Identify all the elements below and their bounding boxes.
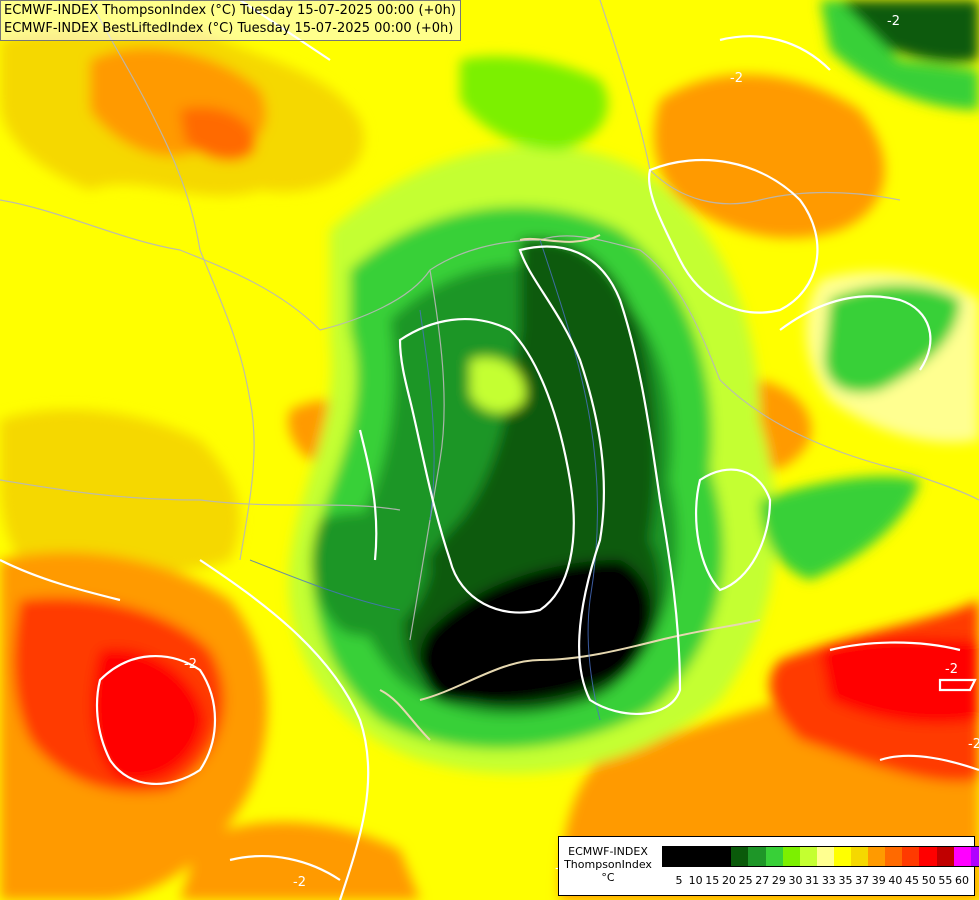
field-lightgreen-pocket	[470, 357, 526, 413]
contour-label: -2	[293, 875, 306, 890]
legend-tick-label: 29	[771, 874, 786, 887]
legend-title-block: ECMWF-INDEX ThompsonIndex °C	[559, 845, 657, 884]
legend-swatch	[953, 847, 971, 866]
legend-swatch	[714, 847, 732, 866]
legend-tick-label: 40	[888, 874, 903, 887]
field-green-northeast-edge	[820, 0, 979, 110]
legend-swatch	[765, 847, 783, 866]
legend-tick-label: 25	[738, 874, 753, 887]
beige-borders	[379, 234, 761, 741]
legend-tick-label: 37	[855, 874, 870, 887]
field-deepred-southeast	[820, 637, 979, 724]
rivers	[249, 239, 601, 721]
legend-tick-label: 33	[821, 874, 836, 887]
legend-tick-label: 15	[705, 874, 720, 887]
legend-swatch	[697, 847, 715, 866]
legend-tick-label: 35	[838, 874, 853, 887]
legend-swatch	[919, 847, 937, 866]
legend-tick-label: 27	[755, 874, 770, 887]
field-orange-west	[0, 409, 240, 580]
legend-swatch	[782, 847, 800, 866]
field-green-northeast	[824, 285, 960, 393]
contour-label: -2	[968, 737, 979, 752]
field-darkgreen-northeast	[840, 0, 979, 63]
field-red-northwest	[180, 107, 256, 161]
legend-tick-label: 10	[688, 874, 703, 887]
legend-parameter: ThompsonIndex	[564, 858, 652, 871]
field-green-east-band	[760, 476, 920, 580]
lifted-index-title: ECMWF-INDEX BestLiftedIndex (°C) Tuesday…	[4, 21, 454, 36]
legend-tick-row: 5 10 15 20 25 27 29 30 31 33 35 37 39 40 45 50 55 60	[662, 874, 972, 888]
legend-tick-label: 5	[675, 874, 683, 887]
legend-swatch	[816, 847, 834, 866]
legend-swatch	[799, 847, 817, 866]
field-black-core	[419, 560, 652, 704]
contour-label: -2	[945, 662, 958, 677]
legend-tick-label: 30	[788, 874, 803, 887]
legend-tick-label: 60	[955, 874, 969, 887]
legend-swatch	[663, 847, 681, 866]
legend-swatch	[868, 847, 886, 866]
legend-swatch	[748, 847, 766, 866]
map-title-box: ECMWF-INDEX ThompsonIndex (°C) Tuesday 1…	[0, 0, 461, 41]
legend-swatch	[936, 847, 954, 866]
thompson-index-title: ECMWF-INDEX ThompsonIndex (°C) Tuesday 1…	[4, 3, 456, 18]
contour-label: -2	[730, 71, 743, 86]
legend-swatch	[885, 847, 903, 866]
legend-swatch	[731, 847, 749, 866]
legend-tick-label: 50	[921, 874, 936, 887]
legend-swatch	[680, 847, 698, 866]
contour-label: -2	[184, 657, 197, 672]
legend-tick-label: 39	[871, 874, 886, 887]
field-darkgreen-west	[311, 512, 430, 637]
legend-swatch	[851, 847, 869, 866]
field-deepred-southwest	[91, 648, 205, 782]
legend-swatch	[902, 847, 920, 866]
color-legend: ECMWF-INDEX ThompsonIndex °C 5 10 15 20 25 27…	[558, 836, 979, 896]
legend-unit: °C	[601, 871, 615, 884]
contour-label: -2	[887, 14, 900, 29]
legend-swatch	[833, 847, 852, 866]
field-green-north	[460, 56, 608, 150]
legend-tick-label: 20	[721, 874, 736, 887]
country-borders	[0, 0, 979, 641]
legend-tick-label: 31	[805, 874, 820, 887]
legend-model: ECMWF-INDEX	[568, 845, 648, 858]
legend-swatch	[970, 847, 979, 866]
legend-tick-label: 45	[905, 874, 920, 887]
legend-tick-label: 55	[938, 874, 953, 887]
legend-color-bar	[662, 846, 979, 867]
field-orange-east	[654, 74, 885, 239]
